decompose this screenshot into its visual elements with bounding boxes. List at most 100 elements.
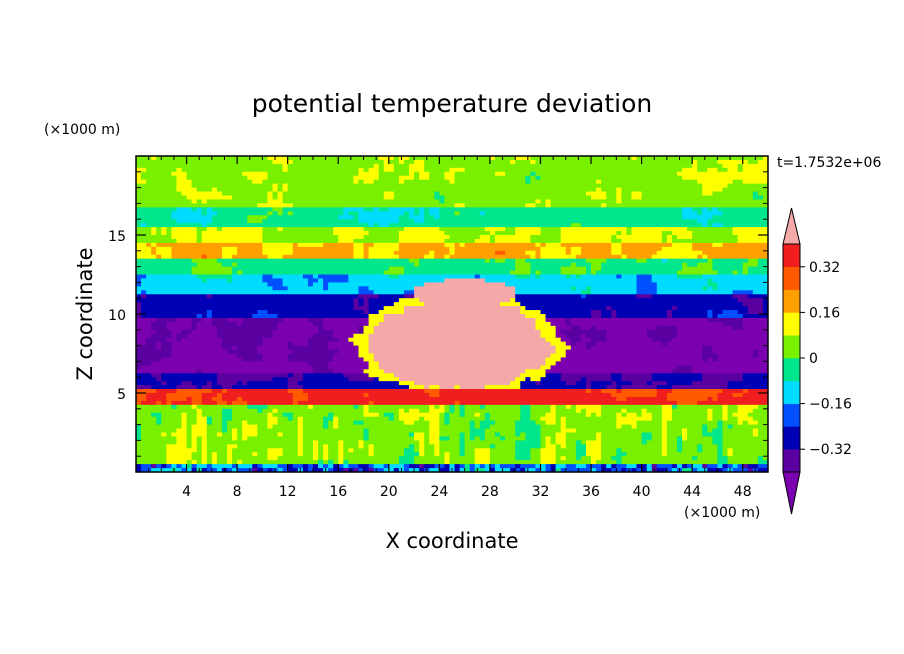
field-cell — [439, 227, 486, 232]
field-cell — [166, 444, 188, 449]
field-cell — [616, 314, 668, 319]
field-cell — [530, 412, 547, 418]
field-cell — [464, 452, 476, 457]
field-cell — [368, 365, 380, 370]
field-cell — [414, 211, 420, 216]
field-cell — [697, 167, 708, 173]
field-cell — [484, 211, 683, 216]
field-cell — [161, 381, 167, 386]
field-cell — [666, 341, 768, 347]
field-cell — [262, 357, 289, 362]
field-cell — [262, 227, 279, 232]
field-cell — [717, 444, 724, 449]
field-cell — [682, 436, 688, 441]
field-cell — [631, 191, 643, 197]
field-cell — [136, 333, 152, 339]
field-cell — [540, 460, 557, 465]
field-cell — [540, 242, 547, 248]
field-cell — [676, 333, 768, 339]
field-cell — [757, 353, 768, 359]
field-cell — [136, 436, 142, 441]
field-cell — [591, 381, 612, 386]
field-cell — [373, 290, 405, 295]
field-cell — [459, 385, 486, 390]
field-cell — [540, 428, 562, 434]
field-cell — [343, 464, 349, 469]
field-cell — [601, 310, 612, 315]
field-cell — [585, 389, 592, 394]
field-cell — [712, 215, 768, 220]
field-cell — [732, 393, 744, 398]
field-cell — [196, 274, 233, 280]
field-cell — [525, 258, 587, 264]
x-tick-label: 48 — [734, 484, 752, 500]
field-cell — [171, 329, 183, 335]
field-cell — [580, 246, 612, 252]
field-cell — [555, 452, 577, 457]
field-cell — [136, 175, 142, 181]
field-cell — [535, 468, 542, 472]
field-cell — [479, 404, 486, 410]
field-cell — [444, 195, 592, 201]
field-cell — [328, 420, 334, 426]
field-cell — [737, 408, 754, 414]
field-cell — [363, 428, 370, 434]
field-cell — [540, 227, 562, 232]
field-cell — [434, 195, 446, 201]
field-cell — [601, 314, 612, 319]
field-cell — [545, 468, 552, 472]
field-cell — [252, 179, 263, 185]
field-cell — [545, 361, 557, 366]
field-cell — [141, 365, 314, 370]
field-cell — [196, 385, 203, 390]
field-cell — [722, 424, 729, 430]
field-cell — [383, 191, 395, 197]
field-cell — [712, 349, 754, 355]
field-cell — [530, 266, 562, 272]
field-cell — [580, 250, 612, 256]
y-tick-label: 10 — [108, 308, 126, 324]
field-cell — [302, 424, 324, 430]
field-cell — [444, 171, 456, 177]
field-cell — [242, 432, 258, 438]
field-cell — [737, 238, 768, 244]
field-cell — [267, 416, 279, 422]
field-cell — [454, 175, 526, 181]
field-cell — [565, 436, 597, 441]
field-cell — [206, 424, 223, 430]
field-cell — [444, 175, 456, 181]
field-cell — [282, 187, 289, 193]
field-cell — [338, 452, 344, 457]
field-cell — [388, 223, 572, 228]
field-cell — [484, 468, 491, 472]
field-cell — [439, 436, 451, 441]
field-cell — [368, 452, 375, 457]
field-cell — [156, 400, 162, 406]
field-cell — [338, 440, 344, 445]
field-cell — [752, 191, 759, 197]
field-cell — [136, 215, 172, 220]
field-cell — [363, 250, 370, 256]
field-cell — [682, 440, 713, 445]
field-cell — [328, 282, 425, 287]
field-cell — [409, 211, 415, 216]
field-cell — [186, 436, 193, 441]
field-cell — [555, 460, 592, 465]
field-cell — [191, 436, 198, 441]
field-cell — [727, 460, 759, 465]
field-cell — [601, 440, 643, 445]
field-cell — [747, 159, 759, 165]
field-cell — [287, 286, 324, 291]
field-cell — [216, 329, 274, 335]
field-cell — [454, 468, 461, 472]
field-cell — [702, 211, 724, 216]
field-cell — [181, 191, 223, 197]
field-cell — [656, 385, 673, 390]
field-cell — [146, 396, 167, 402]
field-cell — [201, 369, 314, 374]
field-cell — [616, 416, 653, 422]
field-cell — [176, 207, 193, 212]
field-cell — [171, 353, 238, 359]
field-cell — [656, 325, 678, 331]
